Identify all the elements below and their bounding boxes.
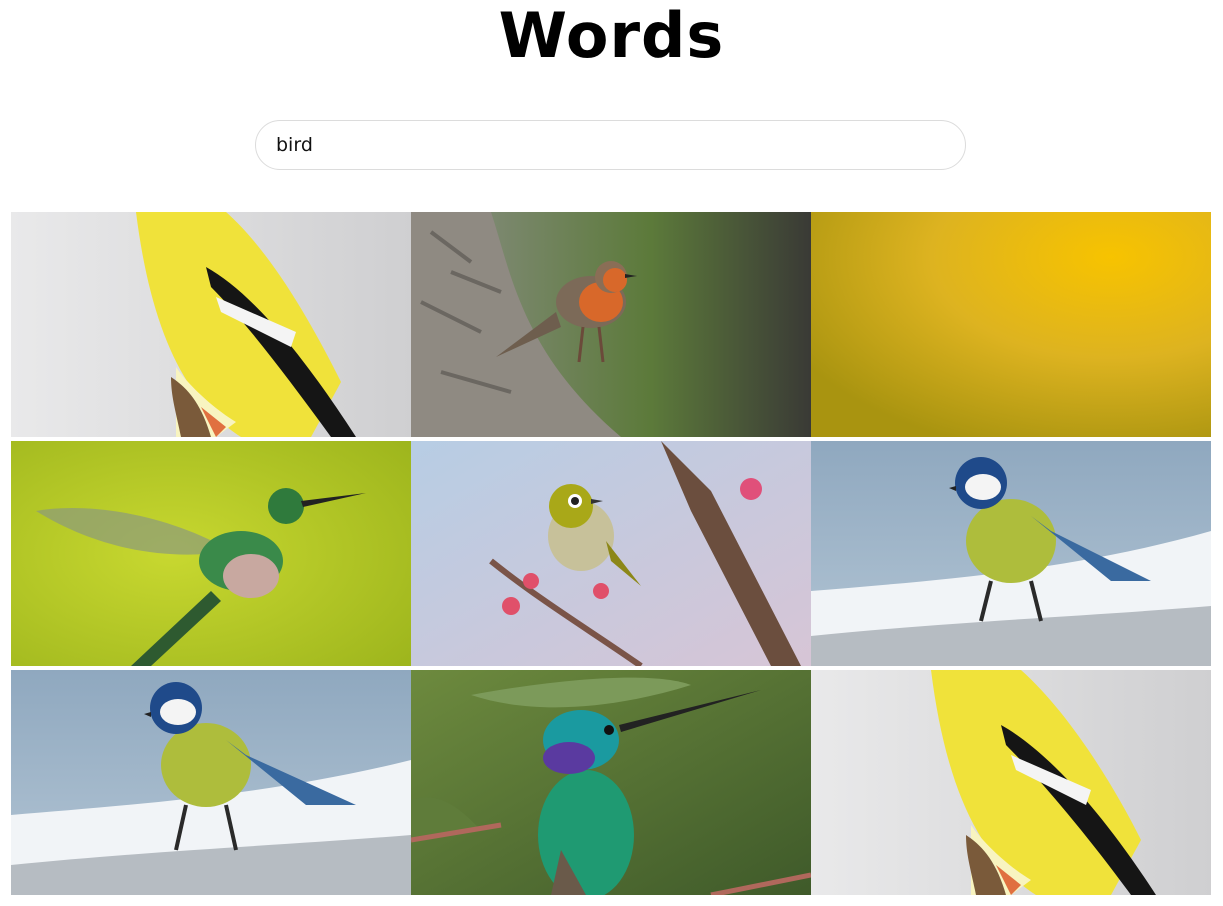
hummingbird-image (11, 441, 411, 666)
goldfinch-image (811, 670, 1211, 895)
image-gallery (11, 212, 1211, 895)
yellow-blur-image (811, 212, 1211, 437)
gallery-image-violetear[interactable] (411, 670, 811, 895)
gallery-image-white-eye[interactable] (411, 441, 811, 666)
gallery-image-goldfinch-2[interactable] (811, 670, 1211, 895)
gallery-image-blue-tit[interactable] (811, 441, 1211, 666)
search-bar (255, 120, 966, 170)
gallery-image-yellow-blur[interactable] (811, 212, 1211, 437)
white-eye-image (411, 441, 811, 666)
violetear-image (411, 670, 811, 895)
blue-tit-image (11, 670, 411, 895)
search-input[interactable] (255, 120, 966, 170)
gallery-image-robin[interactable] (411, 212, 811, 437)
goldfinch-image (11, 212, 411, 437)
page-title: Words (498, 0, 725, 72)
robin-image (411, 212, 811, 437)
gallery-image-blue-tit-2[interactable] (11, 670, 411, 895)
gallery-image-hummingbird[interactable] (11, 441, 411, 666)
gallery-image-goldfinch[interactable] (11, 212, 411, 437)
blue-tit-image (811, 441, 1211, 666)
